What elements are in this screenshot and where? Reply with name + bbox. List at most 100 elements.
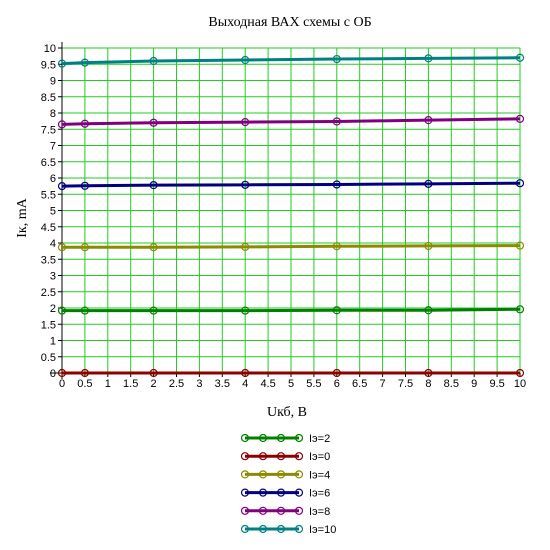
y-tick-label: 0.5 bbox=[41, 352, 56, 364]
y-tick-label: 0 bbox=[50, 368, 56, 380]
grid bbox=[61, 47, 521, 374]
data-point bbox=[149, 56, 158, 66]
data-point bbox=[149, 306, 158, 315]
legend-label: Iэ=2 bbox=[309, 433, 330, 445]
y-tick-label: 4.5 bbox=[41, 222, 56, 234]
data-point bbox=[57, 243, 67, 252]
x-tick-label: 8 bbox=[425, 378, 431, 390]
y-tick-label: 7 bbox=[50, 141, 56, 153]
y-tick-label: 7.5 bbox=[41, 124, 56, 136]
legend-swatch-marker bbox=[294, 488, 304, 497]
x-tick-label: 2 bbox=[151, 378, 157, 390]
series-line bbox=[61, 56, 521, 66]
data-point bbox=[332, 117, 341, 126]
legend-swatch-marker bbox=[240, 452, 250, 461]
legend: Iэ=2 Iэ=0 Iэ=4 Iэ=6 Iэ=8 Iэ=10 bbox=[240, 433, 336, 536]
y-tick-label: 4 bbox=[50, 238, 56, 250]
data-point bbox=[332, 306, 341, 315]
data-point bbox=[57, 368, 67, 378]
y-tick-label: 8 bbox=[50, 108, 56, 120]
legend-swatch-marker bbox=[294, 433, 304, 443]
y-tick-label: 10 bbox=[44, 43, 56, 55]
legend-swatch-marker bbox=[240, 470, 250, 479]
x-axis-label: Uкб, В bbox=[267, 405, 307, 420]
data-point bbox=[80, 306, 90, 315]
x-tick-label: 1.5 bbox=[123, 378, 138, 390]
y-tick-label: 3.5 bbox=[41, 254, 56, 266]
x-tick-label: 6.5 bbox=[352, 378, 367, 390]
data-point bbox=[241, 180, 250, 189]
y-tick-label: 9.5 bbox=[41, 59, 56, 71]
data-point bbox=[332, 180, 341, 189]
x-tick-label: 7.5 bbox=[398, 378, 413, 390]
legend-swatch-marker bbox=[258, 470, 268, 479]
legend-swatch-marker bbox=[258, 433, 268, 443]
data-point bbox=[241, 306, 250, 315]
legend-label: Iэ=10 bbox=[309, 524, 336, 536]
legend-swatch-marker bbox=[294, 452, 304, 461]
x-tick-label: 8.5 bbox=[444, 378, 459, 390]
legend-swatch-marker bbox=[294, 470, 304, 479]
data-point bbox=[80, 181, 90, 190]
y-tick-label: 6.5 bbox=[41, 157, 56, 169]
x-tick-label: 4 bbox=[242, 378, 248, 390]
x-tick-label: 3.5 bbox=[215, 378, 230, 390]
data-point bbox=[149, 181, 158, 190]
data-point bbox=[57, 306, 67, 315]
data-point bbox=[515, 368, 525, 378]
y-tick-label: 8.5 bbox=[41, 92, 56, 104]
data-point bbox=[80, 368, 90, 378]
data-point bbox=[515, 241, 525, 250]
x-tick-label: 3 bbox=[196, 378, 202, 390]
data-point bbox=[80, 243, 90, 252]
legend-swatch-marker bbox=[258, 524, 268, 534]
x-tick-label: 1 bbox=[105, 378, 111, 390]
data-point bbox=[149, 118, 158, 127]
legend-swatch-marker bbox=[276, 433, 286, 443]
series-line bbox=[61, 181, 521, 188]
y-tick-label: 5 bbox=[50, 206, 56, 218]
data-point bbox=[241, 55, 250, 65]
y-axis-label: Iк, mA bbox=[15, 197, 30, 237]
data-point bbox=[241, 117, 250, 127]
legend-swatch-marker bbox=[276, 452, 286, 461]
data-point bbox=[424, 116, 433, 125]
legend-swatch-marker bbox=[240, 488, 250, 497]
legend-swatch-marker bbox=[258, 506, 268, 515]
y-tick-label: 1 bbox=[50, 336, 56, 348]
data-point bbox=[332, 242, 341, 251]
legend-swatch-marker bbox=[276, 506, 286, 515]
data-point bbox=[424, 241, 433, 251]
data-point bbox=[149, 368, 158, 378]
legend-swatch-marker bbox=[294, 524, 304, 534]
data-point bbox=[57, 182, 67, 191]
y-tick-label: 2.5 bbox=[41, 287, 56, 299]
data-point bbox=[515, 305, 525, 314]
legend-label: Iэ=0 bbox=[309, 451, 330, 463]
data-point bbox=[424, 368, 433, 378]
series-line bbox=[62, 244, 521, 249]
x-tick-label: 5.5 bbox=[306, 378, 321, 390]
data-point bbox=[515, 179, 525, 188]
data-point bbox=[149, 243, 158, 252]
legend-swatch-marker bbox=[258, 452, 268, 461]
x-tick-label: 4.5 bbox=[260, 378, 275, 390]
data-point bbox=[515, 53, 525, 62]
x-tick-label: 0 bbox=[59, 378, 65, 390]
data-point bbox=[332, 368, 341, 378]
legend-swatch-marker bbox=[240, 433, 250, 443]
legend-swatch-marker bbox=[258, 488, 268, 497]
legend-label: Iэ=6 bbox=[309, 488, 330, 500]
x-tick-label: 9.5 bbox=[489, 378, 504, 390]
data-point bbox=[424, 179, 433, 188]
data-point bbox=[424, 306, 433, 315]
chart-title: Выходная ВАХ схемы с ОБ bbox=[208, 15, 371, 30]
legend-swatch-marker bbox=[294, 506, 304, 515]
x-tick-label: 6 bbox=[334, 378, 340, 390]
data-point bbox=[241, 368, 250, 378]
legend-label: Iэ=8 bbox=[309, 506, 330, 518]
y-tick-labels: 0 0.5 1 1.5 2 2.5 3 3.5 4 4.5 5 5.5 6 6.5 7 7.5 8 8.5 9 9.5… bbox=[41, 43, 56, 380]
x-tick-labels: 0 0.5 1 1.5 2 2.5 3 3.5 4 4.5 5 5.5 6 6.5 7 7.5 8 8.5 9 9.5… bbox=[59, 378, 526, 390]
legend-swatch-marker bbox=[276, 524, 286, 534]
